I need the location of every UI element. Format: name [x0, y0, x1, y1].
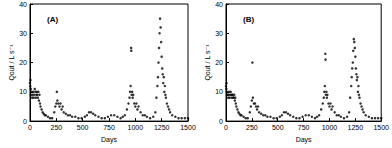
svg-text:750: 750 [298, 124, 310, 131]
svg-text:Days: Days [101, 136, 117, 144]
svg-text:1250: 1250 [348, 124, 364, 131]
svg-text:500: 500 [77, 124, 89, 131]
svg-text:(B): (B) [243, 15, 254, 24]
svg-text:1000: 1000 [128, 124, 144, 131]
svg-text:1000: 1000 [322, 124, 338, 131]
svg-text:750: 750 [103, 124, 115, 131]
svg-text:Qout / L s⁻¹: Qout / L s⁻¹ [8, 44, 16, 81]
svg-text:(A): (A) [47, 15, 58, 24]
svg-text:20: 20 [19, 59, 27, 66]
svg-text:20: 20 [215, 59, 223, 66]
svg-text:500: 500 [272, 124, 284, 131]
svg-text:250: 250 [50, 124, 62, 131]
svg-text:1250: 1250 [154, 124, 170, 131]
svg-text:Qout / L s⁻¹: Qout / L s⁻¹ [204, 44, 212, 81]
svg-text:30: 30 [19, 30, 27, 37]
svg-text:250: 250 [246, 124, 258, 131]
svg-text:0: 0 [219, 118, 223, 125]
svg-text:0: 0 [23, 118, 27, 125]
svg-text:10: 10 [215, 88, 223, 95]
svg-text:30: 30 [215, 30, 223, 37]
svg-text:1500: 1500 [373, 124, 389, 131]
svg-text:40: 40 [215, 1, 223, 8]
svg-text:Days: Days [296, 136, 312, 144]
svg-text:40: 40 [19, 1, 27, 8]
svg-text:10: 10 [19, 88, 27, 95]
svg-text:0: 0 [224, 124, 228, 131]
svg-text:1500: 1500 [180, 124, 196, 131]
svg-text:0: 0 [28, 124, 32, 131]
